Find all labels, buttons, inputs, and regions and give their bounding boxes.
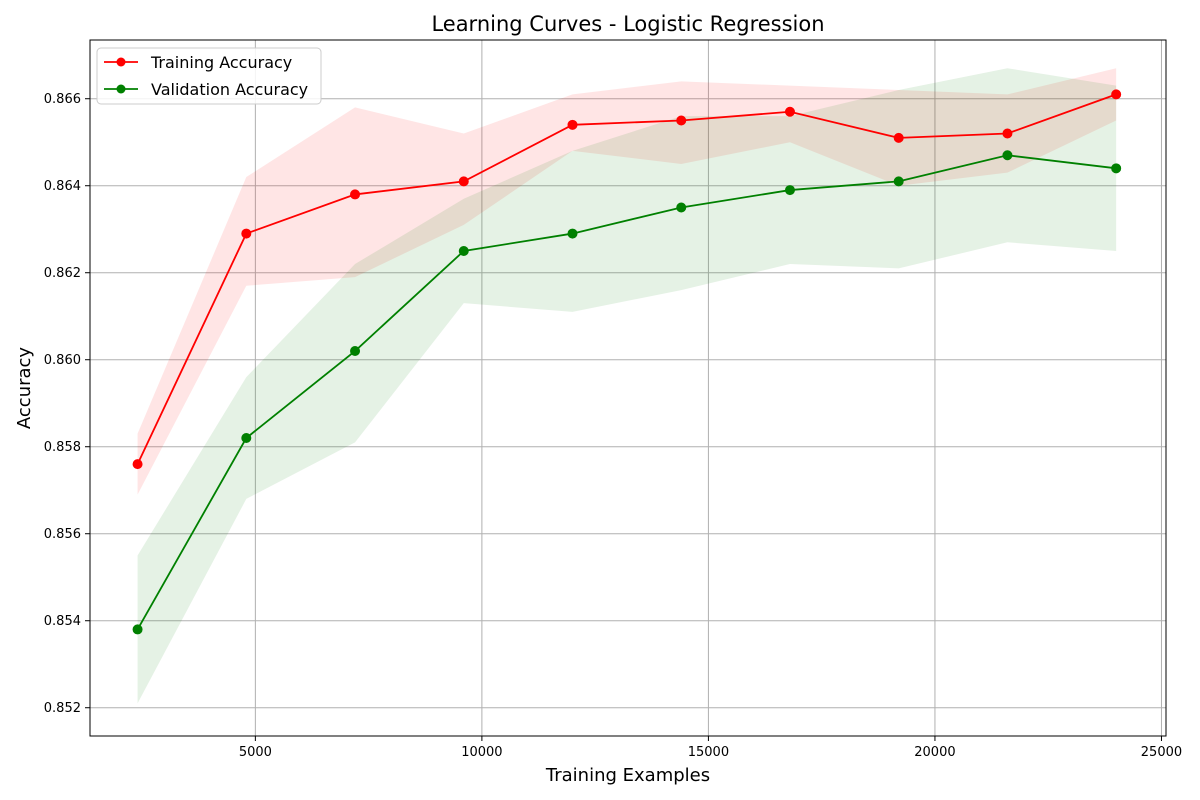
series-line-training: [136, 93, 1117, 465]
data-point-validation: [1002, 150, 1013, 161]
data-point-validation: [1111, 163, 1122, 174]
data-point-validation: [132, 624, 143, 635]
data-point-validation: [350, 346, 361, 357]
x-tick-label: 15000: [688, 745, 729, 760]
legend-items: Training Accuracy Validation Accuracy: [104, 53, 308, 99]
y-tick-label: 0.852: [44, 701, 81, 716]
x-tick-label: 25000: [1141, 745, 1182, 760]
confidence-band-validation: [137, 68, 1117, 704]
confidence-bands: [137, 68, 1117, 704]
x-tick-label: 20000: [914, 745, 955, 760]
chart-title: Learning Curves - Logistic Regression: [431, 12, 824, 36]
data-point-training: [784, 106, 795, 117]
data-point-validation: [784, 185, 795, 196]
y-tick-label: 0.856: [44, 527, 81, 542]
legend-marker: [116, 57, 126, 67]
data-point-training: [567, 119, 578, 130]
data-point-training: [132, 459, 143, 470]
legend-item-validation: Validation Accuracy: [104, 80, 308, 99]
data-point-validation: [676, 202, 687, 213]
x-tick-label: 10000: [461, 745, 502, 760]
legend-label: Training Accuracy: [150, 53, 292, 72]
series-line-validation: [136, 154, 1117, 630]
y-tick-label: 0.866: [44, 92, 81, 107]
data-point-validation: [567, 228, 578, 239]
data-point-training: [458, 176, 469, 187]
data-point-training: [1111, 89, 1122, 100]
y-axis-label: Accuracy: [14, 347, 35, 430]
series-layer: [132, 89, 1122, 635]
data-point-validation: [893, 176, 904, 187]
legend-marker: [116, 84, 126, 94]
y-tick-label: 0.860: [44, 353, 81, 368]
legend-item-training: Training Accuracy: [104, 53, 292, 72]
data-point-validation: [458, 245, 469, 256]
data-point-training: [1002, 128, 1013, 139]
data-point-training: [350, 189, 361, 200]
data-point-training: [676, 115, 687, 126]
legend-label: Validation Accuracy: [151, 80, 308, 99]
data-point-training: [241, 228, 252, 239]
series-validation: [132, 150, 1122, 635]
y-tick-label: 0.864: [44, 179, 81, 194]
plot-frame: [89, 39, 1167, 737]
data-point-validation: [241, 433, 252, 444]
y-tick-label: 0.858: [44, 440, 81, 455]
series-training: [132, 89, 1122, 470]
confidence-band-training: [137, 68, 1117, 495]
legend: Training Accuracy Validation Accuracy: [96, 47, 322, 105]
grid-layer: [90, 40, 1166, 736]
tick-layer: 5000 10000 15000 20000 25000 0.852 0.854 0.856 0…: [44, 92, 1182, 760]
legend-box: [96, 47, 322, 105]
data-point-training: [893, 132, 904, 143]
x-tick-label: 5000: [239, 745, 272, 760]
y-tick-label: 0.854: [44, 614, 81, 629]
x-axis-label: Training Examples: [545, 765, 710, 786]
y-tick-label: 0.862: [44, 266, 81, 281]
